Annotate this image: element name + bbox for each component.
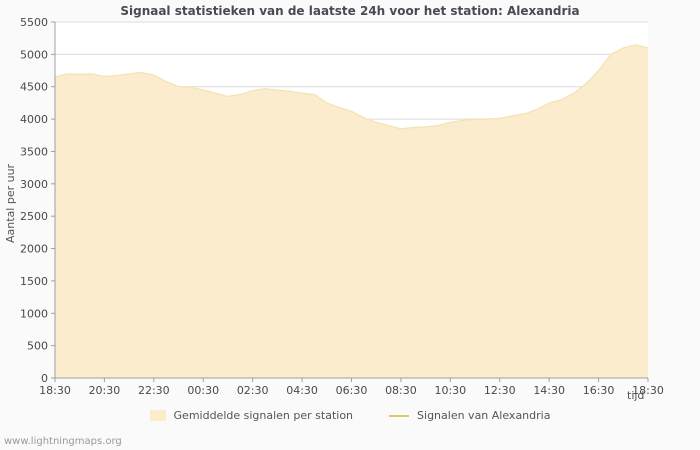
y-axis-label: Aantal per uur	[4, 163, 17, 243]
x-tick-label: 04:30	[286, 384, 318, 397]
y-tick-label: 4500	[20, 81, 48, 94]
x-tick-label: 18:30	[632, 384, 664, 397]
y-tick-label: 0	[41, 372, 48, 385]
line-swatch-icon	[389, 414, 410, 417]
x-tick-label: 12:30	[484, 384, 516, 397]
x-tick-label: 20:30	[89, 384, 121, 397]
x-tick-label: 00:30	[187, 384, 219, 397]
y-tick-label: 3000	[20, 178, 48, 191]
y-tick-label: 1500	[20, 275, 48, 288]
y-tick-label: 4000	[20, 113, 48, 126]
y-tick-label: 2000	[20, 243, 48, 256]
watermark-link[interactable]: www.lightningmaps.org	[4, 436, 122, 447]
legend-label-average: Gemiddelde signalen per station	[173, 409, 354, 422]
y-tick-label: 5000	[20, 48, 48, 61]
legend-item-alexandria: Signalen van Alexandria	[389, 409, 550, 422]
y-tick-label: 2500	[20, 210, 48, 223]
legend-item-average: Gemiddelde signalen per station	[149, 409, 354, 422]
x-tick-label: 02:30	[237, 384, 269, 397]
y-tick-label: 5500	[20, 16, 48, 29]
area-swatch-icon	[149, 410, 166, 421]
x-tick-label: 18:30	[39, 384, 71, 397]
y-tick-label: 500	[27, 340, 48, 353]
y-tick-label: 3500	[20, 145, 48, 158]
y-tick-label: 1000	[20, 307, 48, 320]
x-tick-label: 08:30	[385, 384, 417, 397]
chart-title: Signaal statistieken van de laatste 24h …	[120, 4, 580, 18]
x-tick-label: 06:30	[336, 384, 368, 397]
legend-label-alexandria: Signalen van Alexandria	[417, 409, 551, 422]
x-tick-label: 14:30	[533, 384, 565, 397]
x-tick-label: 16:30	[583, 384, 615, 397]
x-tick-label: 22:30	[138, 384, 170, 397]
x-axis-label: tijd	[627, 389, 645, 402]
legend: Gemiddelde signalen per station Signalen…	[0, 409, 700, 422]
x-tick-label: 10:30	[434, 384, 466, 397]
